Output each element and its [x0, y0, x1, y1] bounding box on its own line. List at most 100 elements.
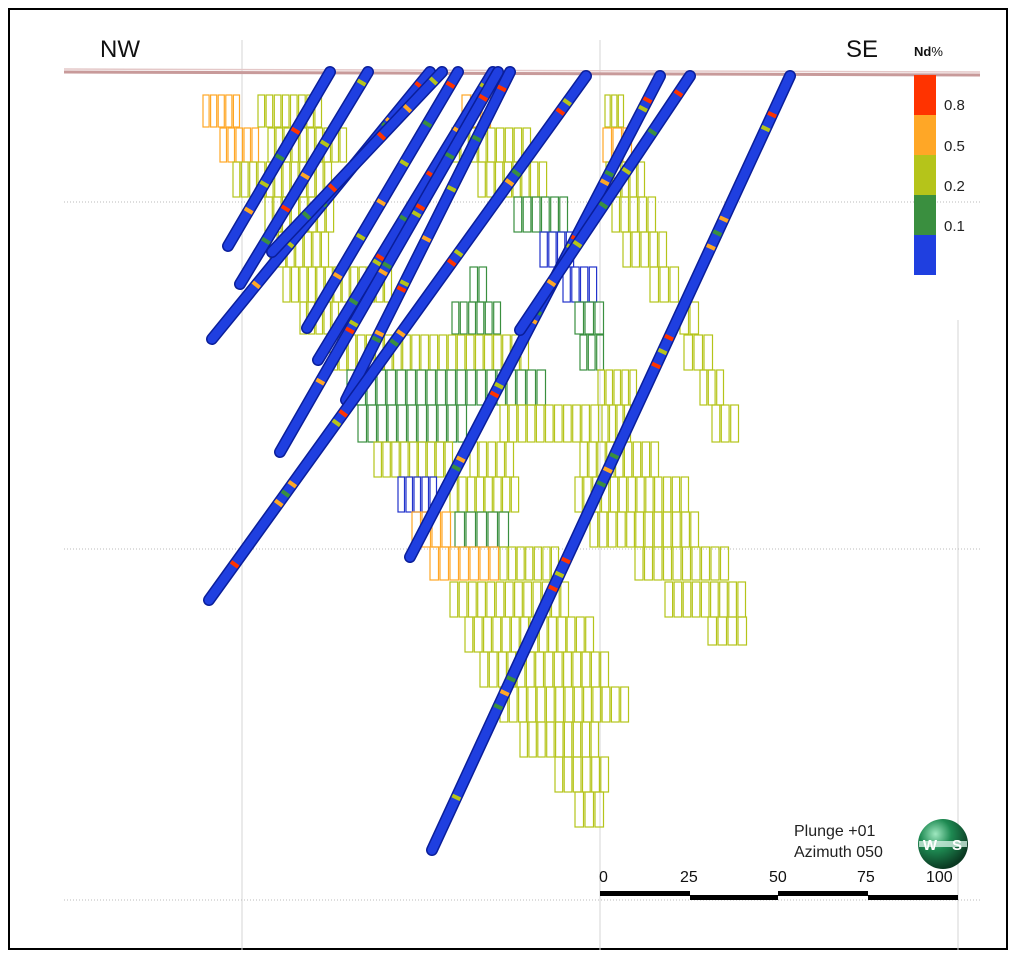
model-block: [627, 476, 636, 513]
grade-interval: [374, 329, 385, 338]
model-block: [554, 756, 564, 793]
model-block: [727, 616, 738, 646]
model-block: [456, 369, 467, 406]
model-block: [240, 161, 249, 198]
model-block: [454, 511, 466, 548]
model-block: [707, 616, 718, 646]
scale-bar: [600, 891, 958, 900]
model-block: [720, 404, 730, 443]
model-block: [257, 94, 266, 128]
legend-swatch-4: [914, 235, 936, 275]
model-block: [495, 127, 505, 163]
model-block: [469, 546, 480, 581]
model-block: [251, 127, 260, 163]
model-block: [581, 651, 591, 688]
model-block: [600, 651, 610, 688]
grade-interval: [554, 570, 565, 579]
model-block: [587, 334, 596, 371]
model-block: [406, 369, 417, 406]
model-block: [574, 791, 585, 828]
model-block: [598, 511, 608, 548]
model-block: [601, 404, 609, 443]
model-block: [499, 546, 508, 581]
view-orientation: Plunge +01 Azimuth 050: [794, 821, 883, 863]
model-block: [504, 127, 514, 163]
model-block: [730, 404, 740, 443]
model-block: [529, 161, 539, 198]
model-block: [303, 231, 312, 268]
section-frame: [8, 8, 1008, 950]
grade-interval: [332, 271, 343, 281]
scale-bar-segment: [778, 891, 868, 896]
model-block: [645, 476, 654, 513]
grade-interval: [273, 498, 284, 508]
model-block: [523, 581, 533, 618]
model-block: [588, 266, 598, 303]
grade-interval: [664, 333, 674, 342]
model-block: [575, 616, 585, 653]
model-block: [618, 476, 628, 513]
model-block: [542, 546, 551, 581]
model-block: [622, 231, 632, 268]
legend-swatch-1: [914, 115, 936, 155]
model-block: [420, 334, 430, 371]
grade-interval: [446, 258, 457, 267]
grade-interval: [555, 107, 566, 116]
grade-interval: [445, 80, 456, 89]
model-block: [719, 581, 728, 618]
model-block: [653, 546, 663, 581]
model-block: [469, 266, 479, 303]
model-block: [608, 404, 617, 443]
model-block: [703, 334, 714, 371]
model-block: [637, 161, 646, 198]
model-block: [547, 616, 557, 653]
model-block: [488, 651, 498, 688]
model-block: [601, 686, 611, 723]
model-block: [486, 161, 495, 198]
model-block: [616, 511, 626, 548]
topography: [63, 70, 981, 77]
grade-interval: [546, 278, 557, 288]
model-block: [439, 546, 450, 581]
model-block: [644, 511, 654, 548]
model-block: [492, 616, 502, 653]
model-block: [402, 334, 411, 371]
grade-interval: [375, 253, 386, 262]
grade-interval: [348, 319, 359, 328]
model-block: [728, 581, 737, 618]
model-block: [673, 581, 683, 618]
model-block: [486, 581, 496, 618]
grade-interval: [399, 159, 410, 168]
model-block: [416, 369, 427, 406]
model-block: [613, 369, 622, 406]
model-block: [477, 161, 486, 198]
model-block: [574, 301, 585, 335]
model-block: [493, 301, 502, 335]
model-block: [562, 404, 572, 443]
model-block: [700, 546, 711, 581]
model-block: [225, 94, 233, 128]
model-block: [709, 581, 719, 618]
model-block: [476, 301, 485, 335]
grade-interval: [382, 261, 392, 270]
model-block: [519, 721, 529, 758]
grade-interval: [301, 210, 312, 220]
model-block: [391, 441, 400, 478]
model-block: [572, 721, 582, 758]
model-block: [610, 686, 620, 723]
model-block: [476, 369, 487, 406]
model-block: [501, 616, 511, 653]
model-block: [555, 686, 565, 723]
drillhole: [267, 67, 447, 257]
model-block: [479, 651, 489, 688]
model-block: [400, 441, 409, 478]
model-block: [265, 94, 274, 128]
orientation-globe-icon[interactable]: W S: [916, 817, 970, 871]
model-block: [441, 511, 452, 548]
model-block: [504, 581, 514, 618]
model-block: [737, 581, 747, 618]
model-block: [397, 476, 406, 513]
model-block: [382, 441, 391, 478]
model-block: [643, 546, 654, 581]
